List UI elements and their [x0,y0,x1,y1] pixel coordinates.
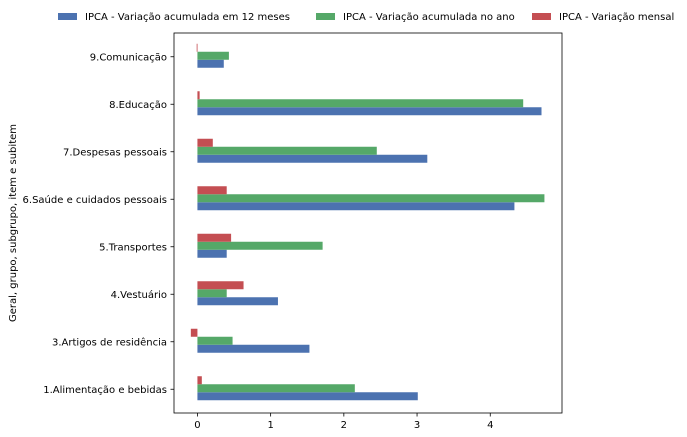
legend-swatch [316,13,335,20]
bar [197,51,229,60]
bar [197,154,428,163]
bar [197,233,232,242]
bar [197,202,515,211]
bar [196,43,198,52]
x-tick-label: 4 [487,420,493,431]
y-tick-label: 6.Saúde e cuidados pessoais [23,194,167,206]
bar [190,328,198,337]
legend-swatch [532,13,551,20]
bar [197,376,202,385]
bar [197,146,377,155]
bar [197,392,418,401]
x-tick-label: 2 [341,420,347,431]
y-tick-label: 9.Comunicação [90,52,167,63]
y-tick-label: 8.Educação [109,100,167,111]
bar [197,59,224,68]
legend: IPCA - Variação acumulada em 12 meses IPC… [58,12,674,23]
bar [197,194,545,203]
bar [197,241,323,250]
plot-frame [173,32,563,414]
bar [197,99,524,108]
y-tick-label: 1.Alimentação e bebidas [43,385,167,396]
legend-label: IPCA - Variação mensal [559,12,674,23]
x-tick-label: 1 [267,420,273,431]
bar [197,138,213,147]
legend-label: IPCA - Variação acumulada no ano [343,12,515,23]
y-axis-label: Geral, grupo, subgrupo, item e subitem [8,124,19,322]
x-tick-label: 3 [414,420,420,431]
bar [197,249,227,258]
bar [197,186,227,195]
bar [197,289,227,298]
bar [197,107,542,116]
bars [190,43,545,401]
bar [197,344,310,353]
y-tick-label: 7.Despesas pessoais [63,147,167,158]
bar [197,336,233,345]
legend-label: IPCA - Variação acumulada em 12 meses [85,12,290,23]
bar [197,281,244,290]
y-tick-label: 3.Artigos de residência [52,336,167,348]
legend-swatch [58,13,77,20]
y-tick-label: 4.Vestuário [111,289,167,301]
bar [197,384,355,393]
y-tick-label: 5.Transportes [99,242,167,253]
bar [197,91,200,100]
y-axis: 1.Alimentação e bebidas 3.Artigos de resi… [23,52,174,396]
bar [197,297,278,306]
x-tick-label: 0 [194,420,200,431]
x-axis: 0 1 2 3 4 [194,413,493,431]
